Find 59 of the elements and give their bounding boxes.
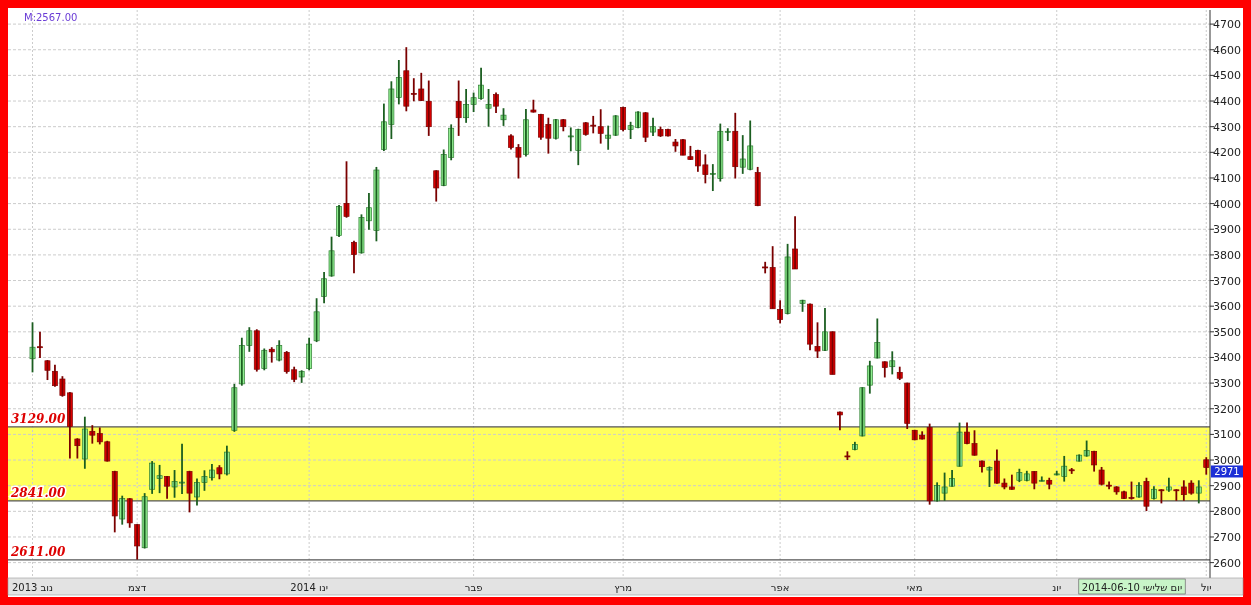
x-tick-label: דצמ: [128, 582, 147, 593]
candlestick: [298, 369, 305, 384]
y-tick-label: 3100: [1213, 428, 1241, 442]
ref-line-label: 2611.00: [10, 544, 66, 559]
candlestick: [343, 160, 350, 219]
x-tick-label: מרץ: [614, 582, 633, 593]
x-tick-label: יונ: [1052, 582, 1062, 593]
x-tick-label: פבר: [464, 582, 483, 593]
x-tick-label: נוב 2013: [11, 582, 54, 593]
y-tick-label: 3400: [1213, 351, 1241, 365]
text: 2971: [1214, 466, 1240, 478]
y-tick-label: 4700: [1213, 18, 1241, 32]
y-tick-label: 4600: [1213, 43, 1241, 57]
x-tick-label: יול: [1200, 582, 1212, 593]
y-tick-label: 4000: [1213, 197, 1241, 211]
x-tick-label: ינו 2014: [290, 582, 328, 593]
y-tick-label: 3900: [1213, 223, 1241, 237]
candlestick: [44, 359, 51, 381]
y-tick-label: 3300: [1213, 377, 1241, 391]
annotation: M:2567.00: [24, 12, 78, 23]
candlestick: [642, 111, 649, 143]
x-tick-label: מאי: [906, 582, 923, 593]
y-tick-label: 2900: [1213, 479, 1241, 493]
y-tick-label: 4300: [1213, 120, 1241, 134]
y-tick-label: 3700: [1213, 274, 1241, 288]
candlestick: [1143, 476, 1150, 512]
candlestick: [837, 410, 843, 432]
y-tick-label: 3500: [1213, 325, 1241, 339]
ref-line-label: 3129.00: [11, 411, 66, 426]
y-tick-label: 3200: [1213, 402, 1241, 416]
y-tick-label: 4400: [1213, 95, 1241, 109]
candlestick: [784, 242, 791, 316]
text: יום שלישי 2014-06-10: [1081, 582, 1183, 593]
y-tick-label: 3800: [1213, 248, 1241, 262]
y-tick-label: 2700: [1213, 530, 1241, 544]
candlestick: [1031, 470, 1038, 491]
candlestick: [829, 330, 836, 376]
candlestick: [874, 317, 881, 360]
candlestick: [1038, 475, 1045, 483]
ref-line-label: 2841.00: [10, 485, 66, 500]
candlestick: [1165, 476, 1172, 493]
x-tick-label: אפר: [770, 582, 790, 593]
candlestick: [1098, 466, 1105, 487]
candlestick: [485, 88, 492, 128]
y-tick-label: 4100: [1213, 171, 1241, 185]
candlestick: [986, 465, 993, 488]
y-tick-label: 3600: [1213, 300, 1241, 314]
y-tick-label: 4200: [1213, 146, 1241, 160]
candlestick: [560, 118, 567, 133]
candlestick: [74, 437, 81, 460]
y-tick-label: 2600: [1213, 556, 1241, 570]
candlestick: [29, 321, 36, 374]
y-tick-label: 2800: [1213, 505, 1241, 519]
candlestick: [328, 235, 335, 278]
candlestick: [814, 321, 821, 359]
candlestick: [186, 469, 193, 514]
y-tick-label: 4500: [1213, 69, 1241, 83]
y-tick-label: 3000: [1213, 454, 1241, 468]
candlestick: [956, 421, 963, 468]
